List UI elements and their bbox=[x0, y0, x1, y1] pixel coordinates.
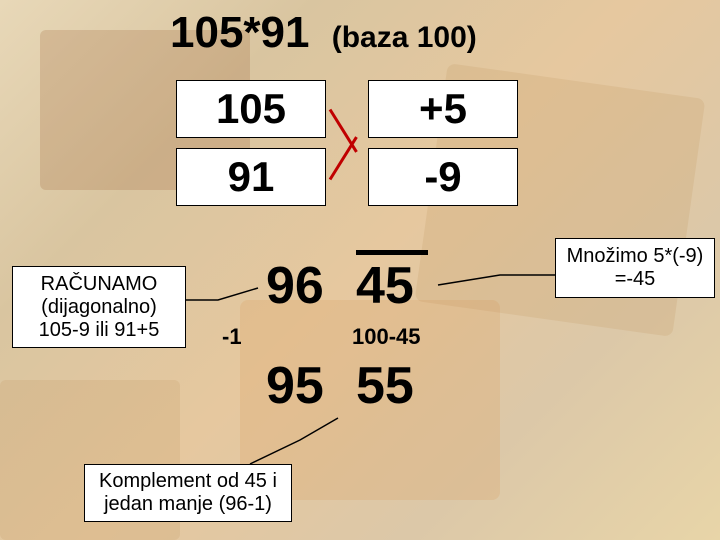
note-bottom-l2: jedan manje (96-1) bbox=[104, 493, 272, 516]
note-left-l3: 105-9 ili 91+5 bbox=[39, 319, 160, 342]
note-left: RAČUNAMO (dijagonalno) 105-9 ili 91+5 bbox=[12, 266, 186, 348]
overbar-45 bbox=[356, 250, 428, 255]
step2-right: 55 bbox=[356, 356, 414, 416]
cross-line-1 bbox=[329, 109, 358, 153]
grid-cell-r2c2: -9 bbox=[368, 148, 518, 206]
note-right-l1: Množimo 5*(-9) bbox=[567, 245, 704, 268]
step2-left: 95 bbox=[266, 356, 324, 416]
grid-cell-r2c1: 91 bbox=[176, 148, 326, 206]
grid-val-r2c2: -9 bbox=[424, 153, 461, 201]
step1-left: 96 bbox=[266, 256, 324, 316]
step1-sub-right: 100-45 bbox=[352, 324, 421, 350]
cross-line-2 bbox=[329, 136, 358, 180]
grid-val-r1c1: 105 bbox=[216, 85, 286, 133]
grid-cell-r1c1: 105 bbox=[176, 80, 326, 138]
note-bottom: Komplement od 45 i jedan manje (96-1) bbox=[84, 464, 292, 522]
step1-right: 45 bbox=[356, 256, 414, 316]
note-left-l1: RAČUNAMO bbox=[41, 273, 158, 296]
grid-val-r2c1: 91 bbox=[228, 153, 275, 201]
title-expression: 105*91 bbox=[170, 8, 309, 57]
note-right-l2: =-45 bbox=[615, 268, 656, 291]
title-base: (baza 100) bbox=[332, 21, 477, 54]
grid-cell-r1c2: +5 bbox=[368, 80, 518, 138]
note-right: Množimo 5*(-9) =-45 bbox=[555, 238, 715, 298]
grid-val-r1c2: +5 bbox=[419, 85, 467, 133]
note-bottom-l1: Komplement od 45 i bbox=[99, 470, 277, 493]
title-main: 105*91 (baza 100) bbox=[170, 8, 477, 58]
step1-sub-left: -1 bbox=[222, 324, 242, 350]
note-left-l2: (dijagonalno) bbox=[41, 296, 157, 319]
conn-left bbox=[186, 288, 258, 300]
